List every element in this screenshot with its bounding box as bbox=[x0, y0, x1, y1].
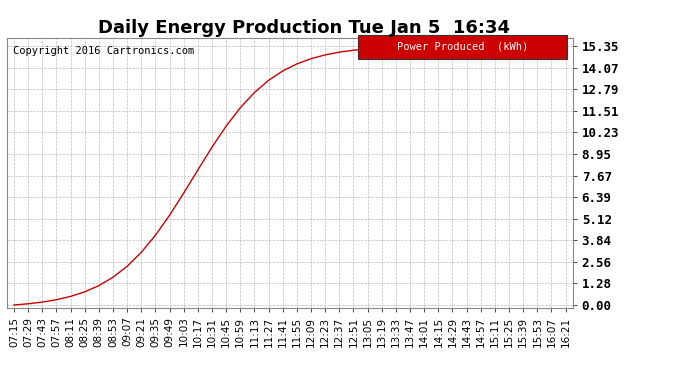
Text: Copyright 2016 Cartronics.com: Copyright 2016 Cartronics.com bbox=[12, 46, 194, 56]
Text: Daily Energy Production Tue Jan 5  16:34: Daily Energy Production Tue Jan 5 16:34 bbox=[97, 19, 510, 37]
FancyBboxPatch shape bbox=[357, 35, 567, 59]
Text: Power Produced  (kWh): Power Produced (kWh) bbox=[397, 42, 528, 52]
